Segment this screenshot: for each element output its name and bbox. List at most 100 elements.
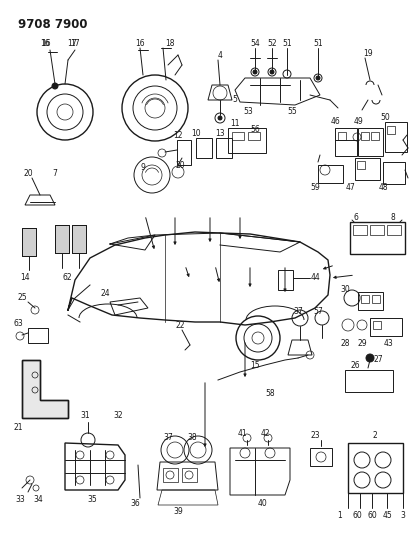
Circle shape bbox=[270, 70, 274, 74]
Bar bbox=[383, 162, 405, 184]
Text: 16: 16 bbox=[41, 38, 51, 47]
Text: 27: 27 bbox=[373, 356, 383, 365]
Text: 34: 34 bbox=[33, 496, 43, 505]
Text: 52: 52 bbox=[267, 38, 277, 47]
Text: 63: 63 bbox=[13, 319, 23, 327]
Bar bbox=[196, 138, 212, 158]
Text: 13: 13 bbox=[215, 128, 225, 138]
Bar bbox=[361, 132, 369, 140]
Text: 6: 6 bbox=[353, 213, 358, 222]
Bar bbox=[177, 140, 191, 165]
Text: 18: 18 bbox=[165, 38, 175, 47]
Text: 37: 37 bbox=[163, 433, 173, 442]
Text: 60: 60 bbox=[367, 511, 377, 520]
Text: 11: 11 bbox=[230, 119, 240, 128]
Text: 32: 32 bbox=[113, 410, 123, 419]
Text: 60: 60 bbox=[352, 511, 362, 520]
Text: 42: 42 bbox=[260, 429, 270, 438]
Text: 56: 56 bbox=[250, 125, 260, 134]
Bar bbox=[387, 225, 401, 235]
Text: 62: 62 bbox=[62, 273, 72, 282]
Text: 57: 57 bbox=[313, 308, 323, 317]
Bar bbox=[182, 468, 197, 482]
Text: 50: 50 bbox=[380, 112, 390, 122]
Text: 37: 37 bbox=[293, 308, 303, 317]
Bar bbox=[338, 132, 346, 140]
Text: 14: 14 bbox=[20, 273, 30, 282]
Text: 3: 3 bbox=[401, 511, 405, 520]
Bar bbox=[72, 225, 86, 253]
Text: 30: 30 bbox=[340, 286, 350, 295]
Text: 46: 46 bbox=[330, 117, 340, 126]
Circle shape bbox=[366, 354, 374, 362]
Text: 45: 45 bbox=[382, 511, 392, 520]
Bar bbox=[348, 443, 403, 493]
Bar bbox=[55, 225, 69, 253]
Text: 4: 4 bbox=[217, 51, 222, 60]
Text: 36: 36 bbox=[130, 498, 140, 507]
Text: 17: 17 bbox=[67, 38, 77, 47]
Text: 20: 20 bbox=[175, 160, 185, 169]
Text: 38: 38 bbox=[187, 433, 197, 442]
Bar bbox=[216, 138, 232, 158]
Text: 33: 33 bbox=[15, 496, 25, 505]
Text: 16: 16 bbox=[135, 38, 145, 47]
Bar bbox=[55, 225, 69, 253]
Bar bbox=[350, 222, 405, 254]
Text: 43: 43 bbox=[383, 338, 393, 348]
Text: 25: 25 bbox=[17, 294, 27, 303]
Bar bbox=[372, 295, 380, 303]
Bar bbox=[373, 321, 381, 329]
Circle shape bbox=[253, 70, 257, 74]
Text: 7: 7 bbox=[53, 168, 58, 177]
Bar bbox=[357, 161, 365, 169]
Text: 12: 12 bbox=[173, 131, 183, 140]
Bar bbox=[370, 225, 384, 235]
Bar bbox=[387, 126, 395, 134]
Text: 49: 49 bbox=[353, 117, 363, 126]
Bar bbox=[248, 132, 260, 140]
Text: 2: 2 bbox=[373, 432, 377, 440]
Bar bbox=[318, 165, 343, 183]
Bar bbox=[358, 292, 383, 310]
Bar bbox=[278, 270, 293, 290]
Bar bbox=[361, 295, 369, 303]
Text: 9: 9 bbox=[141, 164, 145, 173]
Text: 17: 17 bbox=[70, 38, 80, 47]
Text: 15: 15 bbox=[250, 361, 260, 370]
Bar bbox=[370, 318, 402, 336]
Text: 1: 1 bbox=[337, 511, 342, 520]
Bar bbox=[371, 132, 379, 140]
Text: 8: 8 bbox=[390, 213, 395, 222]
Text: 20: 20 bbox=[23, 168, 33, 177]
Text: 31: 31 bbox=[80, 410, 90, 419]
Bar bbox=[163, 468, 178, 482]
Text: 51: 51 bbox=[282, 38, 292, 47]
Bar bbox=[72, 225, 86, 253]
Circle shape bbox=[218, 116, 222, 120]
Text: 54: 54 bbox=[250, 38, 260, 47]
Text: 24: 24 bbox=[100, 288, 110, 297]
Text: 29: 29 bbox=[357, 338, 367, 348]
Bar bbox=[232, 132, 244, 140]
Text: 41: 41 bbox=[237, 429, 247, 438]
Text: 40: 40 bbox=[257, 498, 267, 507]
Text: 51: 51 bbox=[313, 38, 323, 47]
Text: 9708 7900: 9708 7900 bbox=[18, 18, 88, 31]
Bar bbox=[310, 448, 332, 466]
Text: 22: 22 bbox=[175, 320, 185, 329]
Text: 35: 35 bbox=[87, 496, 97, 505]
Bar bbox=[228, 128, 266, 153]
Bar bbox=[355, 158, 380, 180]
Text: 10: 10 bbox=[191, 128, 201, 138]
Text: 39: 39 bbox=[173, 507, 183, 516]
Text: 28: 28 bbox=[340, 338, 350, 348]
Text: 5: 5 bbox=[233, 95, 238, 104]
Text: 16: 16 bbox=[40, 38, 50, 47]
Bar bbox=[358, 128, 383, 156]
Polygon shape bbox=[22, 360, 68, 418]
Text: 58: 58 bbox=[265, 389, 275, 398]
Text: 26: 26 bbox=[350, 360, 360, 369]
Bar bbox=[22, 228, 36, 256]
Text: 59: 59 bbox=[310, 183, 320, 192]
